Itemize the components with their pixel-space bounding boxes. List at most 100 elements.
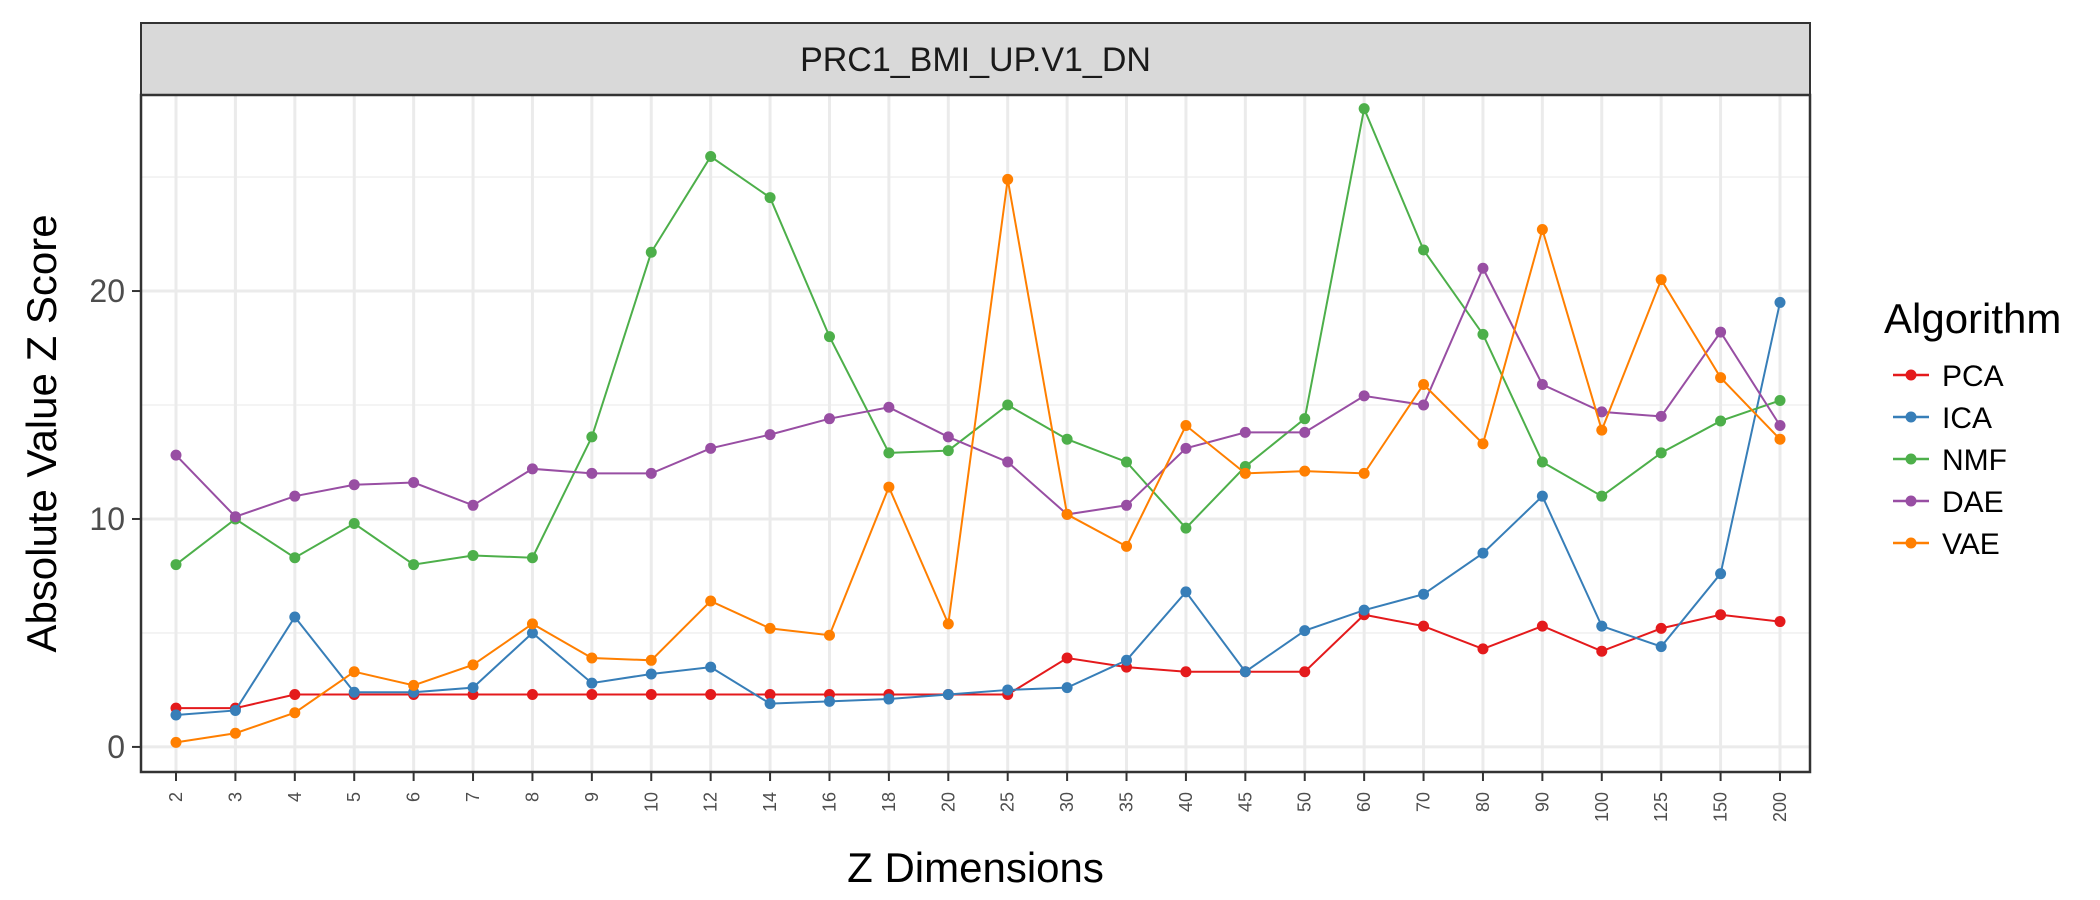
nmf-point <box>586 431 598 443</box>
ica-point <box>1180 586 1192 598</box>
dae-point <box>705 442 717 454</box>
legend-title: Algorithm <box>1884 295 2061 342</box>
x-axis-title: Z Dimensions <box>847 844 1104 891</box>
legend-key-point <box>1905 369 1917 381</box>
ica-point <box>526 627 538 639</box>
ica-point <box>823 695 835 707</box>
ica-point <box>1655 641 1667 653</box>
y-tick-label: 10 <box>89 501 125 537</box>
pca-point <box>764 688 776 700</box>
x-tick-label: 40 <box>1176 792 1196 812</box>
ica-point <box>645 668 657 680</box>
dae-point <box>645 467 657 479</box>
legend-label-vae: VAE <box>1942 528 2000 561</box>
nmf-point <box>942 445 954 457</box>
dae-point <box>1121 499 1133 511</box>
ica-point <box>1715 568 1727 580</box>
x-tick-label: 10 <box>641 792 661 812</box>
vae-point <box>1536 223 1548 235</box>
vae-point <box>1596 424 1608 436</box>
y-axis-title: Absolute Value Z Score <box>18 214 65 652</box>
series-pca <box>170 609 1786 714</box>
ica-point <box>1358 604 1370 616</box>
vae-point <box>170 736 182 748</box>
nmf-point <box>1358 103 1370 115</box>
y-tick-label: 20 <box>89 273 125 309</box>
vae-point <box>764 622 776 634</box>
pca-point <box>1477 643 1489 655</box>
vae-point <box>1002 173 1014 185</box>
nmf-point <box>289 552 301 564</box>
dae-point <box>942 431 954 443</box>
vae-point <box>526 618 538 630</box>
ica-line <box>175 302 1781 717</box>
x-tick-label: 12 <box>701 792 721 812</box>
ica-point <box>764 698 776 710</box>
pca-point <box>1061 652 1073 664</box>
vae-point <box>883 481 895 493</box>
vae-point <box>586 652 598 664</box>
ica-point <box>1596 620 1608 632</box>
nmf-point <box>883 447 895 459</box>
pca-point <box>645 688 657 700</box>
nmf-point <box>764 192 776 204</box>
pca-point <box>289 688 301 700</box>
x-tick-label: 5 <box>344 792 364 802</box>
ica-point <box>467 682 479 694</box>
ica-point <box>1121 654 1133 666</box>
pca-point <box>1299 666 1311 678</box>
nmf-point <box>467 549 479 561</box>
legend-item-pca: PCA <box>1893 360 2004 393</box>
x-tick-label: 45 <box>1235 792 1255 812</box>
y-tick-label: 0 <box>107 729 125 765</box>
dae-point <box>1655 410 1667 422</box>
facet-strip <box>140 22 1811 96</box>
panel-border <box>139 93 1812 774</box>
legend-label-dae: DAE <box>1942 486 2004 519</box>
nmf-point <box>705 151 717 163</box>
legend-label-ica: ICA <box>1942 402 1992 435</box>
vae-point <box>705 595 717 607</box>
nmf-point <box>1061 433 1073 445</box>
x-tick-label: 9 <box>582 792 602 802</box>
nmf-point <box>1596 490 1608 502</box>
x-tick-label: 6 <box>404 792 424 802</box>
chart-title: PRC1_BMI_UP.V1_DN <box>800 41 1151 79</box>
dae-point <box>883 401 895 413</box>
x-tick-label: 14 <box>760 792 780 812</box>
pca-point <box>1655 622 1667 634</box>
ica-point <box>1002 684 1014 696</box>
vae-point <box>1418 378 1430 390</box>
dae-point <box>1002 456 1014 468</box>
x-tick-label: 90 <box>1532 792 1552 812</box>
nmf-point <box>1299 413 1311 425</box>
dae-point <box>1358 390 1370 402</box>
x-tick-label: 2 <box>166 792 186 802</box>
legend-item-nmf: NMF <box>1893 444 2007 477</box>
vae-point <box>1774 433 1786 445</box>
dae-point <box>586 467 598 479</box>
nmf-point <box>645 246 657 258</box>
dae-point <box>229 511 241 523</box>
x-tick-label: 35 <box>1117 792 1137 812</box>
vae-point <box>348 666 360 678</box>
x-tick-label: 4 <box>285 792 305 802</box>
vae-point <box>467 659 479 671</box>
vae-point <box>1061 508 1073 520</box>
vae-point <box>1180 420 1192 432</box>
pca-point <box>1536 620 1548 632</box>
vae-point <box>1477 438 1489 450</box>
legend: Algorithm PCA ICA NMF DAE VAE <box>1884 295 2061 561</box>
x-tick-label: 30 <box>1057 792 1077 812</box>
nmf-point <box>170 559 182 571</box>
pca-point <box>1596 645 1608 657</box>
legend-item-dae: DAE <box>1893 486 2004 519</box>
nmf-point <box>1715 415 1727 427</box>
vae-point <box>1358 467 1370 479</box>
pca-point <box>1180 666 1192 678</box>
vae-point <box>942 618 954 630</box>
ica-point <box>883 693 895 705</box>
ica-point <box>170 709 182 721</box>
x-tick-label: 18 <box>879 792 899 812</box>
dae-point <box>1536 378 1548 390</box>
